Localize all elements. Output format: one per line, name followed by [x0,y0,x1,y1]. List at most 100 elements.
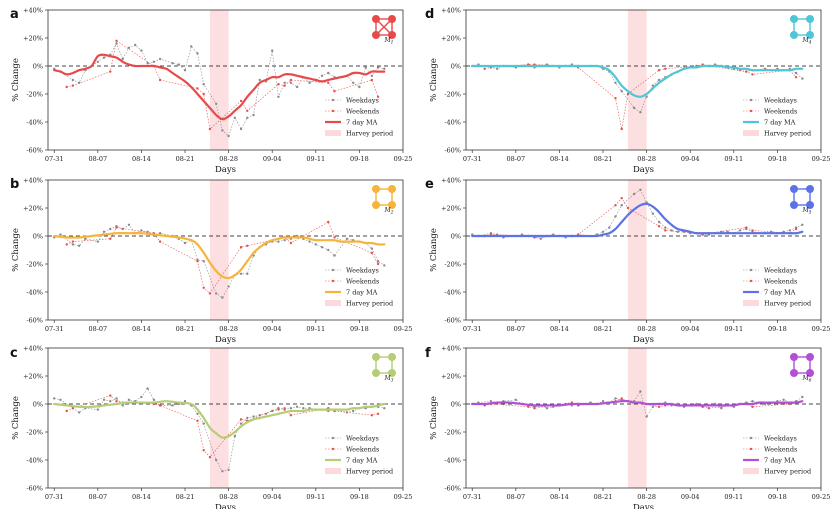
weekend-point [246,109,249,113]
y-tick-label: +20% [23,372,43,380]
y-tick-label: -20% [26,90,43,98]
x-tick-label: 08-07 [88,493,107,501]
y-tick-label: -60% [444,316,461,324]
weekend-point [657,69,661,72]
x-tick-label: 07-31 [463,155,482,163]
weekday-point [214,292,218,295]
legend-marker-weekends [749,109,753,113]
weekday-point [645,415,648,418]
weekend-point [196,87,199,90]
weekend-point [202,286,205,289]
weekday-point [177,63,180,66]
y-tick-label: -20% [444,428,461,436]
harvey-period-band [627,10,647,150]
weekday-point [738,229,742,232]
weekday-point [246,116,249,120]
series-ma-line [53,232,386,280]
legend-entry: Weekdays [764,434,797,442]
weekend-point [109,70,112,73]
legend-swatch-harvey [325,300,341,306]
x-tick-label: 09-18 [768,493,787,501]
y-tick-label: 0% [33,232,43,240]
x-tick-label: 08-07 [88,325,107,333]
weekday-point [639,188,642,191]
weekday-point [239,422,243,425]
y-tick-label: 0% [451,400,461,408]
weekday-point [102,56,106,59]
x-tick-label: 09-04 [263,155,282,163]
x-tick-label: 09-11 [306,325,325,333]
y-tick-label: -60% [444,146,461,154]
weekday-point [196,52,199,55]
weekday-point [227,285,230,288]
series-weekends-line [66,221,379,294]
legend-entry: Weekdays [764,96,797,104]
weekday-point [651,84,655,87]
x-axis-label: Days [633,335,654,345]
harvey-period-band [627,348,647,488]
weekend-point [707,407,711,410]
legend-entry: Weekdays [346,96,379,104]
weekday-point [333,254,336,257]
x-tick-label: 07-31 [463,493,482,501]
weekend-point [202,92,205,96]
weekday-point [289,81,293,85]
x-tick-label: 08-14 [550,325,569,333]
weekday-point [545,407,549,410]
weekend-point [620,397,623,400]
weekday-point [109,227,112,231]
weekday-point [53,397,56,400]
weekday-point [308,81,311,85]
legend: Weekdays Weekends 7 day MA Harvey period [325,266,393,307]
series-ma-line [53,53,386,121]
y-tick-label: +40% [441,344,461,352]
weekend-point [620,197,623,200]
legend-entry: Weekdays [346,266,379,274]
legend-entry: 7 day MA [346,456,378,464]
weekday-point [676,230,679,233]
y-tick-label: -40% [444,288,461,296]
motif-subscript: 4 [808,40,812,46]
weekday-point [102,398,106,401]
weekend-point [239,246,243,249]
panel-letter: c [10,346,18,361]
panel-f: f +40% +20% 0% -20% -40% -60%07-31 08-07 08-14 08… [425,344,830,509]
motif-icon: M1 [372,15,396,46]
y-tick-label: 0% [451,62,461,70]
weekend-point [751,405,754,408]
series-ma-line [471,202,804,238]
x-tick-label: 09-25 [394,493,413,501]
weekday-point [601,230,605,233]
legend-marker-weekdays [749,98,753,102]
legend-swatch-harvey [743,300,759,306]
weekday-point [183,69,187,72]
weekday-point [495,67,499,71]
weekend-point [664,67,667,71]
y-tick-label: +40% [441,6,461,14]
weekday-point [221,296,224,299]
x-tick-label: 08-14 [132,493,151,501]
legend-marker-weekends [331,279,335,283]
panel-c: c +40% +20% 0% -20% -40% -60%07-31 08-07 08-14 08… [10,344,412,509]
x-tick-label: 09-18 [768,155,787,163]
weekend-point [327,220,330,224]
weekday-point [96,408,100,411]
y-axis-label: % Change [429,228,439,272]
panel-letter: a [10,7,19,22]
x-tick-label: 08-14 [550,493,569,501]
weekday-point [214,458,218,462]
x-tick-label: 07-31 [45,155,64,163]
weekend-point [620,127,623,131]
weekend-point [158,240,162,243]
weekend-point [745,70,748,73]
x-tick-label: 08-07 [506,155,525,163]
weekday-point [277,95,280,99]
y-tick-label: +40% [23,6,43,14]
weekday-point [227,468,230,471]
motif-icon: M2 [372,185,396,216]
weekday-point [383,67,386,71]
motif-letter: M [383,37,391,44]
weekday-point [608,226,611,229]
weekend-point [483,67,486,71]
weekend-point [71,407,75,410]
